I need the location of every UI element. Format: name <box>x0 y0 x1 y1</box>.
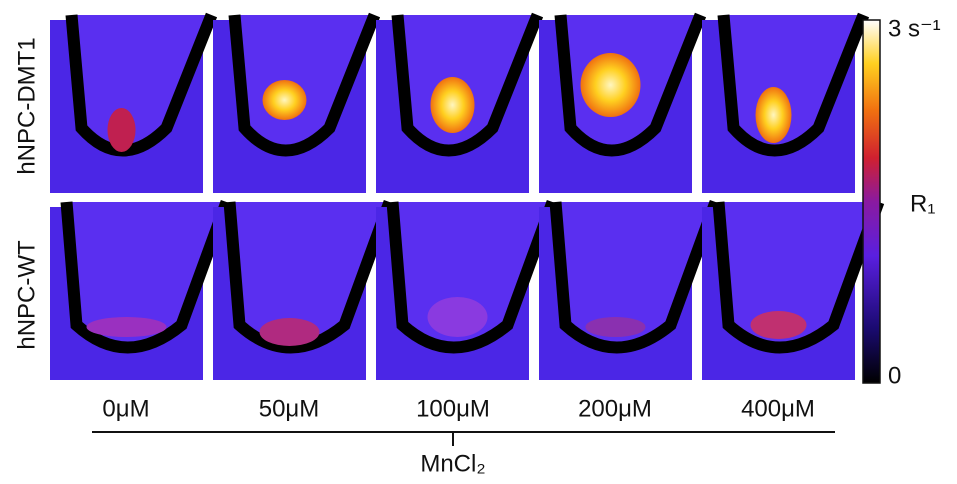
tube-outline <box>549 199 722 354</box>
colorbar <box>862 19 881 384</box>
signal-region <box>107 108 136 152</box>
signal-region <box>755 87 792 143</box>
column-label: 50μM <box>259 395 320 422</box>
tube-outline <box>60 199 233 354</box>
signal-region <box>585 317 646 337</box>
tube-outline <box>228 12 381 157</box>
tube-outline <box>223 199 396 354</box>
image-grid <box>50 12 885 380</box>
axis-label: MnCl₂ <box>420 450 485 477</box>
column-label: 0μM <box>102 395 149 422</box>
signal-region <box>262 80 307 120</box>
signal-region <box>750 311 807 339</box>
column-label: 200μM <box>578 395 652 422</box>
signal-region <box>86 317 167 337</box>
signal-region <box>580 53 641 117</box>
colorbar-min-label: 0 <box>888 362 901 389</box>
tube-outline <box>712 199 885 354</box>
column-label: 400μM <box>741 395 815 422</box>
colorbar-max-label: 3 s⁻¹ <box>888 15 941 42</box>
signal-region <box>430 77 475 133</box>
colorbar-label: R₁ <box>910 190 935 217</box>
column-label: 100μM <box>416 395 490 422</box>
row-label: hNPC-DMT1 <box>13 37 40 174</box>
row-label: hNPC-WT <box>13 240 40 350</box>
signal-region <box>427 297 488 337</box>
signal-region <box>259 318 320 346</box>
